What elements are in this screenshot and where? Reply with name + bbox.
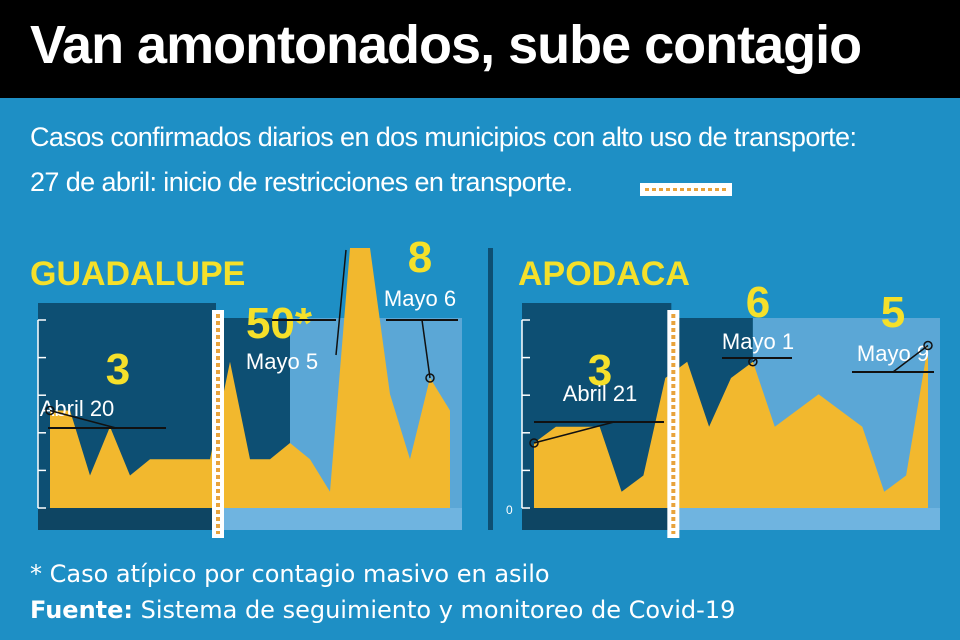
apodaca-baseline-before [522, 508, 672, 530]
apodaca-annotation-label: Abril 21 [563, 381, 638, 406]
guadalupe-annotation-label: Mayo 5 [246, 349, 318, 374]
apodaca-annotation-label: Mayo 1 [722, 329, 794, 354]
guadalupe-baseline-after [216, 508, 462, 530]
source-text: Sistema de seguimiento y monitoreo de Co… [140, 596, 736, 624]
header-bar: Van amontonados, sube contagio [0, 0, 960, 98]
apodaca-area-series [534, 345, 928, 508]
guadalupe-annotation-value: 3 [106, 345, 130, 394]
apodaca-baseline-after [671, 508, 940, 530]
guadalupe-title: GUADALUPE [30, 255, 245, 293]
apodaca-annotation-value: 6 [746, 278, 770, 327]
subtitle-line-1: Casos confirmados diarios en dos municip… [30, 122, 857, 152]
source-label: Fuente: [30, 596, 133, 624]
footnote: * Caso atípico por contagio masivo en as… [30, 560, 550, 588]
apodaca-annotation-point [529, 438, 539, 448]
guadalupe-restriction-marker [212, 310, 224, 538]
guadalupe-annotation-value: 50* [246, 299, 313, 348]
restriction-legend-swatch [640, 183, 732, 196]
guadalupe-baseline-before [38, 508, 216, 530]
guadalupe-area-series [50, 248, 450, 508]
apodaca-annotation-leader [892, 344, 929, 373]
apodaca-restriction-marker [667, 310, 680, 538]
guadalupe-annotation-point [425, 373, 435, 383]
guadalupe-annotation-label: Mayo 6 [384, 286, 456, 311]
guadalupe-annotation-leader [421, 319, 431, 379]
guadalupe-annotation-value: 8 [408, 233, 432, 282]
source-line: Fuente: Sistema de seguimiento y monitor… [30, 596, 735, 624]
guadalupe-annotation-label: Abril 20 [40, 396, 115, 421]
apodaca-annotation-point [923, 340, 933, 351]
guadalupe-annotation-leader [49, 409, 117, 429]
apodaca-annotation-leader [533, 421, 615, 444]
apodaca-title: APODACA [518, 255, 690, 293]
guadalupe-annotation-point [45, 405, 55, 416]
apodaca-annotation-value: 3 [588, 346, 612, 395]
page-title: Van amontonados, sube contagio [30, 15, 862, 75]
apodaca-annotation-value: 5 [881, 288, 905, 337]
apodaca-y-tick-label: 0 [506, 503, 513, 517]
guadalupe-annotation-leader [335, 249, 347, 356]
apodaca-annotation-point [748, 357, 758, 367]
subtitle-line-2: 27 de abril: inicio de restricciones en … [30, 167, 573, 197]
panel-separator [488, 248, 493, 530]
